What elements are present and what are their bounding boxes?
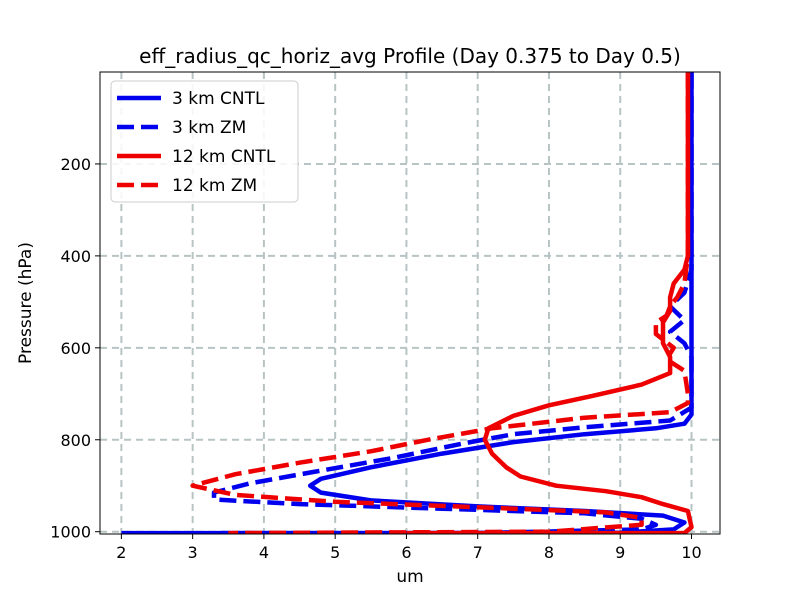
x-tick-label: 4 bbox=[259, 543, 269, 562]
x-tick-label: 5 bbox=[330, 543, 340, 562]
series-line-4 bbox=[190, 72, 691, 534]
x-tick-label: 6 bbox=[401, 543, 411, 562]
y-axis: 200 400 600 800 1000 bbox=[50, 155, 100, 542]
x-tick-label: 7 bbox=[473, 543, 483, 562]
series-line-3 bbox=[406, 72, 694, 534]
y-tick-label: 400 bbox=[60, 247, 91, 266]
series-layer bbox=[121, 72, 694, 534]
legend-label: 3 km CNTL bbox=[172, 89, 265, 109]
legend-box bbox=[110, 80, 299, 203]
legend: 3 km CNTL 3 km ZM 12 km CNTL 12 km ZM bbox=[110, 80, 299, 203]
x-tick-label: 2 bbox=[116, 543, 126, 562]
y-tick-label: 600 bbox=[60, 339, 91, 358]
chart-title: eff_radius_qc_horiz_avg Profile (Day 0.3… bbox=[139, 44, 681, 68]
x-tick-label: 9 bbox=[615, 543, 625, 562]
x-axis: 2 3 4 5 6 7 8 9 10 bbox=[116, 534, 702, 562]
x-tick-label: 10 bbox=[681, 543, 701, 562]
legend-label: 12 km ZM bbox=[172, 176, 257, 196]
y-tick-label: 1000 bbox=[50, 523, 91, 542]
x-tick-label: 3 bbox=[188, 543, 198, 562]
y-tick-label: 800 bbox=[60, 431, 91, 450]
x-tick-label: 8 bbox=[544, 543, 554, 562]
y-axis-label: Pressure (hPa) bbox=[16, 242, 36, 364]
legend-label: 12 km CNTL bbox=[172, 147, 276, 167]
legend-label: 3 km ZM bbox=[172, 118, 246, 138]
plot-frame bbox=[99, 71, 721, 535]
y-tick-label: 200 bbox=[60, 155, 91, 174]
x-axis-label: um bbox=[396, 567, 423, 587]
